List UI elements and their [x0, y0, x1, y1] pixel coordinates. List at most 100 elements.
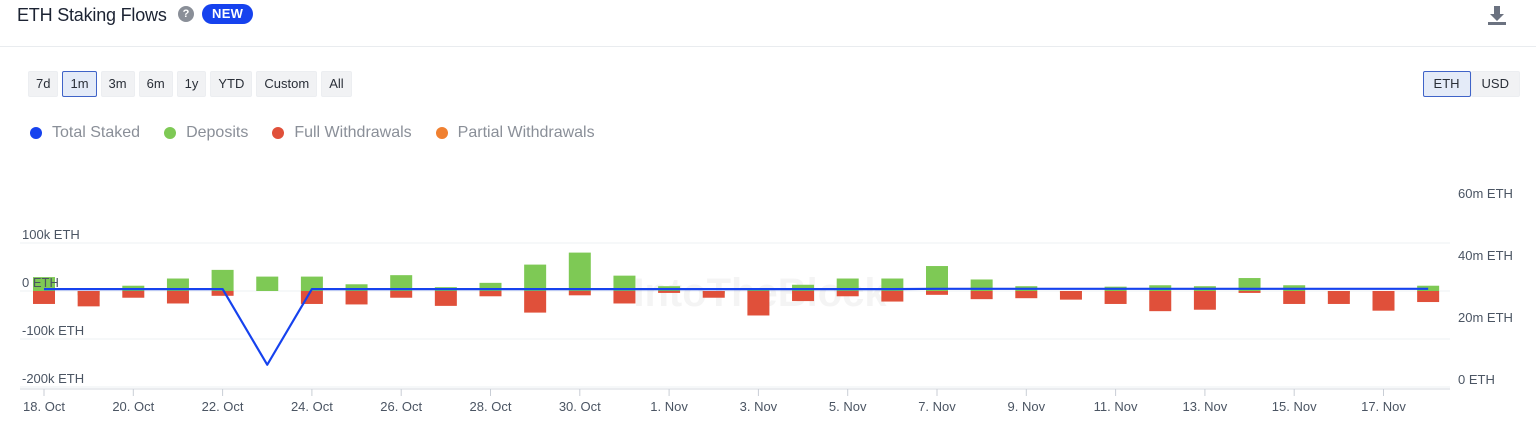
x-axis-tick-label: 22. Oct — [202, 399, 244, 414]
bar-full-withdrawals — [1193, 291, 1216, 310]
right-axis-tick-label: 60m ETH — [1458, 186, 1513, 201]
left-axis-tick-label: -100k ETH — [22, 323, 84, 338]
bar-full-withdrawals — [970, 291, 993, 300]
x-axis-tick-label: 13. Nov — [1182, 399, 1227, 414]
widget-header: ETH Staking Flows ? NEW — [0, 0, 1536, 47]
bar-deposits — [568, 252, 591, 291]
legend-item-partial-withdrawals[interactable]: Partial Withdrawals — [435, 124, 595, 142]
bar-full-withdrawals — [1104, 291, 1127, 304]
new-badge: NEW — [202, 4, 254, 24]
bar-deposits — [211, 269, 234, 291]
x-axis-tick-label: 1. Nov — [650, 399, 688, 414]
bar-full-withdrawals — [1417, 291, 1440, 303]
bar-full-withdrawals — [1059, 291, 1082, 300]
range-button-3m[interactable]: 3m — [100, 71, 135, 97]
x-axis-tick-label: 28. Oct — [470, 399, 512, 414]
download-icon[interactable] — [1486, 4, 1508, 26]
x-axis-tick-label: 11. Nov — [1094, 399, 1138, 414]
bar-full-withdrawals — [524, 291, 547, 313]
range-button-1y[interactable]: 1y — [176, 71, 207, 97]
x-axis-tick-label: 7. Nov — [918, 399, 956, 414]
bar-full-withdrawals — [1283, 291, 1306, 304]
right-axis-tick-label: 40m ETH — [1458, 248, 1513, 263]
bar-full-withdrawals — [77, 291, 100, 307]
bar-full-withdrawals — [568, 291, 591, 296]
x-axis-tick-label: 30. Oct — [559, 399, 601, 414]
bar-deposits — [970, 279, 993, 291]
unit-button-usd[interactable]: USD — [1470, 71, 1520, 97]
legend-label: Partial Withdrawals — [457, 124, 595, 141]
bar-full-withdrawals — [1372, 291, 1395, 311]
bar-full-withdrawals — [747, 291, 770, 316]
legend-item-deposits[interactable]: Deposits — [164, 124, 248, 142]
bar-full-withdrawals — [345, 291, 368, 305]
bar-deposits — [256, 276, 279, 291]
bar-full-withdrawals — [1238, 291, 1261, 293]
bar-full-withdrawals — [702, 291, 725, 298]
bar-full-withdrawals — [33, 291, 55, 304]
bar-full-withdrawals — [1149, 291, 1172, 312]
legend-label: Deposits — [186, 124, 249, 141]
left-axis-tick-label: 100k ETH — [22, 227, 80, 242]
bar-deposits — [166, 278, 189, 291]
unit-selector: ETH USD — [1422, 71, 1520, 97]
bar-deposits — [881, 278, 904, 291]
x-axis-tick-label: 5. Nov — [829, 399, 867, 414]
bar-full-withdrawals — [479, 291, 502, 297]
bar-full-withdrawals — [836, 291, 859, 297]
bar-full-withdrawals — [1015, 291, 1038, 299]
unit-button-eth[interactable]: ETH — [1422, 71, 1471, 97]
range-button-all[interactable]: All — [321, 71, 352, 97]
bar-full-withdrawals — [122, 291, 145, 298]
bar-deposits — [836, 278, 859, 291]
x-axis-tick-label: 15. Nov — [1272, 399, 1317, 414]
bar-full-withdrawals — [300, 291, 323, 304]
bar-full-withdrawals — [792, 291, 815, 302]
bar-full-withdrawals — [1327, 291, 1350, 304]
legend-dot — [435, 127, 448, 139]
left-axis-tick-label: -200k ETH — [22, 371, 84, 386]
x-axis-tick-label: 17. Nov — [1361, 399, 1406, 414]
x-axis-tick-label: 9. Nov — [1008, 399, 1046, 414]
bar-full-withdrawals — [166, 291, 189, 304]
bar-deposits — [345, 284, 368, 291]
bar-full-withdrawals — [613, 291, 636, 304]
bar-deposits — [33, 277, 55, 291]
bar-deposits — [300, 276, 323, 291]
left-axis-tick-label: 0 ETH — [22, 275, 59, 290]
right-axis-tick-label: 0 ETH — [1458, 372, 1495, 387]
legend-item-total-staked[interactable]: Total Staked — [30, 124, 140, 142]
bar-deposits — [926, 266, 948, 291]
bar-deposits — [792, 284, 815, 291]
time-range-selector: 7d 1m 3m 6m 1y YTD Custom All — [28, 71, 352, 97]
x-axis-tick-label: 20. Oct — [112, 399, 154, 414]
x-axis-tick-label: 24. Oct — [291, 399, 333, 414]
legend-dot — [164, 127, 177, 139]
total-staked-line — [44, 287, 1429, 366]
help-icon[interactable]: ? — [178, 6, 194, 22]
bar-full-withdrawals — [434, 291, 457, 306]
bar-full-withdrawals — [658, 291, 681, 293]
range-button-1m[interactable]: 1m — [62, 71, 97, 97]
range-button-ytd[interactable]: YTD — [210, 71, 253, 97]
bar-deposits — [524, 264, 547, 291]
legend-label: Full Withdrawals — [294, 124, 412, 141]
legend-dot — [30, 127, 42, 139]
range-button-7d[interactable]: 7d — [28, 71, 59, 97]
x-axis-tick-label: 18. Oct — [23, 399, 65, 414]
chart-title: ETH Staking Flows — [17, 5, 167, 25]
bar-full-withdrawals — [390, 291, 413, 298]
x-axis-tick-label: 3. Nov — [740, 399, 778, 414]
right-axis-tick-label: 20m ETH — [1458, 310, 1513, 325]
bar-full-withdrawals — [881, 291, 904, 302]
legend-label: Total Staked — [52, 124, 141, 141]
x-axis-tick-label: 26. Oct — [380, 399, 422, 414]
range-button-custom[interactable]: Custom — [256, 71, 318, 97]
legend-dot — [272, 127, 285, 139]
legend-item-full-withdrawals[interactable]: Full Withdrawals — [272, 124, 412, 142]
range-button-6m[interactable]: 6m — [138, 71, 173, 97]
chart-legend: Total Staked Deposits Full Withdrawals Part… — [30, 124, 595, 142]
bar-deposits — [613, 275, 636, 291]
bar-deposits — [479, 282, 502, 291]
